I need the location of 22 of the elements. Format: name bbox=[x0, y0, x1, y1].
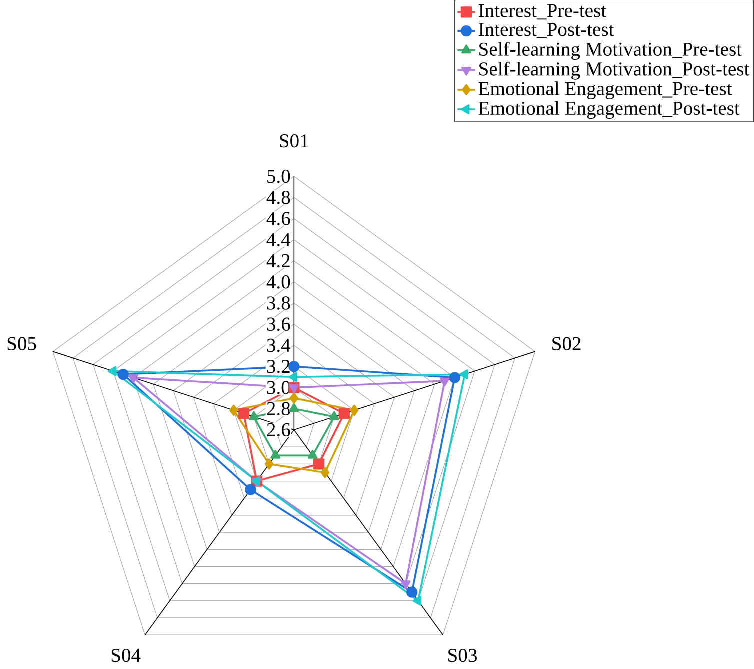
spoke-label: S03 bbox=[448, 649, 477, 662]
spoke-label: S04 bbox=[112, 649, 141, 662]
y-tick-label: 2.8 bbox=[267, 402, 290, 416]
legend-label: Emotional Engagement_Post-test bbox=[478, 101, 740, 120]
legend-label: Interest_Pre-test bbox=[478, 4, 606, 20]
y-tick-label: 4.2 bbox=[266, 254, 290, 268]
legend-label: Emotional Engagement_Pre-test bbox=[478, 82, 732, 100]
y-tick-label: 4.6 bbox=[266, 212, 290, 226]
y-tick-label: 4.8 bbox=[266, 191, 290, 204]
y-tick-label: 4.4 bbox=[266, 233, 291, 247]
y-tick-label: 3.4 bbox=[267, 339, 291, 352]
y-tick-label: 4.0 bbox=[266, 276, 290, 289]
y-tick-label: 5.0 bbox=[268, 170, 290, 184]
legend-label: Self-learning Motivation_Pre-test bbox=[480, 42, 742, 60]
y-tick-label: 3.6 bbox=[267, 318, 290, 332]
y-tick-label: 2.6 bbox=[267, 424, 290, 437]
spoke-label: S01 bbox=[280, 134, 308, 148]
legend-label: Self-learning Motivation_Post-test bbox=[480, 62, 750, 80]
spoke-label: S05 bbox=[8, 337, 36, 351]
spoke-label: S02 bbox=[552, 337, 581, 351]
legend-label: Interest_Post-test bbox=[478, 23, 614, 39]
y-tick-label: 3.8 bbox=[267, 296, 290, 310]
